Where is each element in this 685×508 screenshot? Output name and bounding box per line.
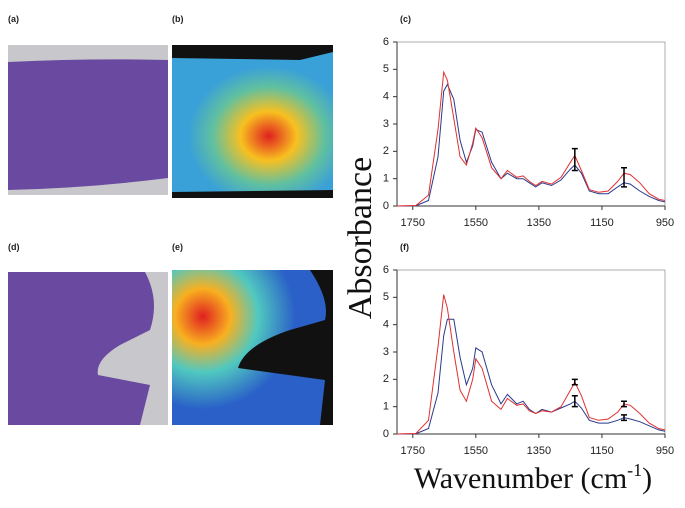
tissue-image	[8, 272, 168, 425]
y-tick-label: 4	[383, 319, 389, 331]
x-tick-label: 1750	[401, 217, 425, 229]
spectrum-line	[396, 318, 666, 435]
error-bar	[621, 400, 628, 408]
x-tick-label: 1150	[590, 217, 614, 229]
error-bar	[621, 166, 628, 188]
x-tick-label: 950	[656, 217, 674, 229]
error-bar	[571, 378, 578, 386]
y-tick-label: 0	[383, 200, 389, 212]
x-axis-label-sup: -1	[627, 460, 642, 480]
heatmap-image	[172, 45, 333, 198]
spectrum-line	[396, 70, 666, 207]
x-axis-label-text: Wavenumber (cm	[414, 462, 627, 495]
y-tick-label: 2	[383, 373, 389, 385]
spectrum-line	[396, 294, 666, 435]
y-tick-label: 4	[383, 91, 389, 103]
x-axis-label: Wavenumber (cm-1)	[414, 460, 652, 495]
x-axis-label-end: )	[642, 462, 652, 495]
x-tick-label: 1550	[464, 445, 488, 457]
y-tick-label: 0	[383, 428, 389, 440]
tissue-image	[8, 45, 168, 195]
panel-label: (b)	[172, 14, 184, 24]
y-axis-label: Absorbance	[342, 157, 379, 319]
x-tick-label: 950	[656, 445, 674, 457]
y-tick-label: 2	[383, 145, 389, 157]
y-tick-label: 3	[383, 118, 389, 130]
plot-frame	[396, 41, 666, 207]
panel-label: (c)	[400, 14, 411, 24]
panel-label: (a)	[8, 14, 19, 24]
error-bar	[571, 394, 578, 408]
x-tick-label: 1750	[401, 445, 425, 457]
panel-label: (f)	[400, 242, 409, 252]
y-tick-label: 6	[383, 264, 389, 276]
y-tick-label: 6	[383, 36, 389, 48]
y-tick-label: 5	[383, 291, 389, 303]
error-bar	[621, 414, 628, 422]
y-tick-label: 3	[383, 346, 389, 358]
spectrum-line	[396, 83, 666, 207]
x-tick-label: 1350	[527, 217, 551, 229]
error-bar	[571, 147, 578, 172]
y-tick-label: 1	[383, 401, 389, 413]
x-tick-label: 1550	[464, 217, 488, 229]
y-tick-label: 1	[383, 173, 389, 185]
panel-label: (d)	[8, 242, 20, 252]
heatmap-image	[172, 270, 333, 425]
x-tick-label: 1150	[590, 445, 614, 457]
x-tick-label: 1350	[527, 445, 551, 457]
panel-label: (e)	[172, 242, 183, 252]
y-tick-label: 5	[383, 63, 389, 75]
